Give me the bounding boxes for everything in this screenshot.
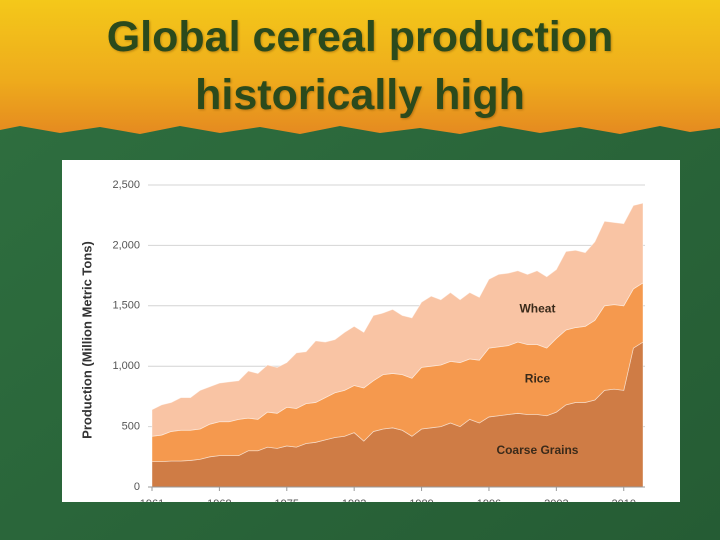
x-tick-label: 2010 — [612, 498, 636, 510]
y-axis-title: Production (Million Metric Tons) — [79, 241, 94, 439]
x-tick-label: 1975 — [275, 498, 299, 510]
y-tick-label: 0 — [134, 481, 140, 493]
area-label: Coarse Grains — [496, 443, 578, 457]
header-band — [0, 0, 720, 134]
x-tick-label: 1989 — [409, 498, 433, 510]
y-tick-label: 500 — [122, 421, 140, 433]
y-tick-label: 2,000 — [112, 239, 140, 251]
y-tick-label: 1,000 — [112, 360, 140, 372]
x-tick-label: 1968 — [207, 498, 231, 510]
x-tick-label: 2003 — [544, 498, 568, 510]
x-tick-label: 1982 — [342, 498, 366, 510]
x-tick-label: 1961 — [140, 498, 164, 510]
area — [151, 202, 644, 437]
area-label: Rice — [525, 372, 551, 386]
y-tick-label: 1,500 — [112, 300, 140, 312]
slide-title: Global cereal production historically hi… — [106, 13, 614, 119]
x-tick-label: 1996 — [477, 498, 501, 510]
y-tick-label: 2,500 — [112, 179, 140, 191]
area-label: Wheat — [519, 302, 555, 316]
plot: 0 500 1,000 1,500 2,000 2,500 Coarse Grains Ric… — [112, 179, 645, 510]
